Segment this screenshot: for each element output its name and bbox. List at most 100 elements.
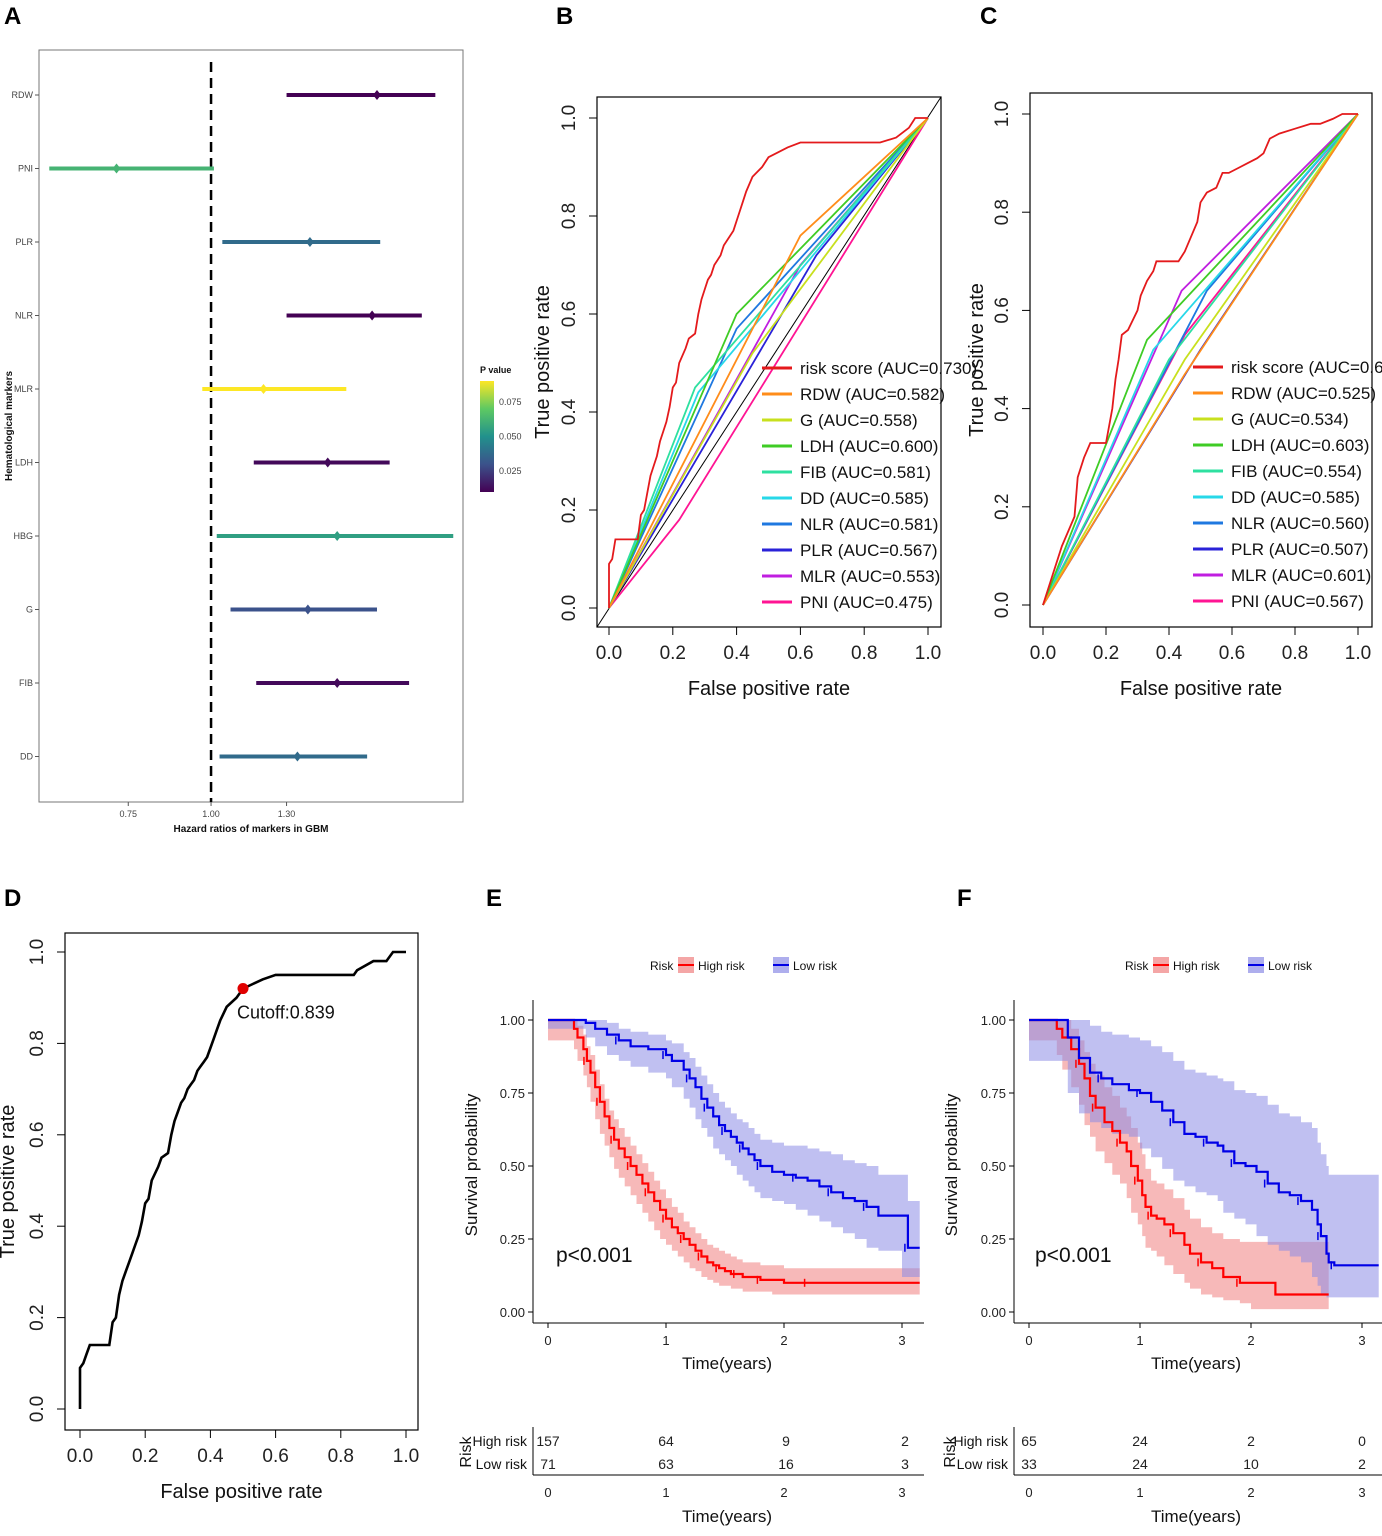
x-tick-label: 0.4 (1156, 643, 1183, 664)
legend-entry: risk score (AUC=0.696) (1231, 358, 1382, 377)
confidence-band-low-risk (1029, 1020, 1379, 1298)
risk-table-title: Risk (458, 1435, 475, 1467)
x-tick-label: 0.2 (660, 643, 686, 664)
risk-table-x-tick: 0 (544, 1485, 551, 1500)
x-tick-label: 0.4 (723, 643, 750, 664)
legend-entry: PLR (AUC=0.567) (800, 541, 937, 560)
at-risk-count: 63 (658, 1456, 674, 1472)
marker-label-rdw: RDW (12, 90, 34, 100)
panel-c-roc: 0.0 0.0 0.2 0.2 0.4 0.4 0.6 0.6 0.8 0.8 1.0 1.0 Fals… (966, 92, 1382, 700)
legend-item-high-risk: High risk (1173, 959, 1221, 973)
panel-label-a: A (4, 3, 21, 30)
y-axis-title: Survival probability (462, 1093, 481, 1236)
legend-entry: PLR (AUC=0.507) (1231, 540, 1368, 559)
panel-d-roc: 0.0 0.0 0.2 0.2 0.4 0.4 0.6 0.6 0.8 0.8 1.0 1.0 Fals… (0, 932, 419, 1503)
at-risk-count: 3 (901, 1456, 909, 1472)
marker-label-nlr: NLR (15, 311, 34, 321)
risk-table-x-title: Time(years) (1151, 1507, 1241, 1526)
hr-point-nlr (368, 310, 377, 321)
risk-table-row-label: High risk (954, 1433, 1009, 1449)
y-tick-label: 0.4 (27, 1213, 48, 1240)
colorbar (480, 381, 494, 492)
panel-label-f: F (957, 885, 972, 912)
x-tick-label: 0 (544, 1333, 551, 1348)
legend-entry: PNI (AUC=0.475) (800, 593, 933, 612)
panel-label-b: B (556, 3, 573, 30)
at-risk-count: 2 (1247, 1433, 1255, 1449)
legend-entry: MLR (AUC=0.553) (800, 567, 940, 586)
x-tick-label: 0.8 (1282, 643, 1308, 664)
marker-label-ldh: LDH (15, 458, 33, 468)
cutoff-annotation: Cutoff:0.839 (237, 1003, 335, 1023)
risk-table-x-title: Time(years) (682, 1507, 772, 1526)
at-risk-count: 10 (1243, 1456, 1259, 1472)
colorbar-tick-label: 0.025 (499, 466, 522, 476)
roc-curve-pni (608, 117, 929, 609)
x-axis-title: False positive rate (160, 1481, 322, 1503)
y-tick-label: 0.75 (981, 1086, 1006, 1101)
roc-curve-ldh (1042, 113, 1359, 606)
x-tick-label: 0.8 (851, 643, 877, 664)
forest-plot-frame (38, 49, 464, 803)
risk-table-x-tick: 0 (1025, 1485, 1032, 1500)
legend-entry: DD (AUC=0.585) (1231, 488, 1360, 507)
x-tick-label: 3 (898, 1333, 905, 1348)
legend-entry: FIB (AUC=0.554) (1231, 462, 1362, 481)
y-tick-label: 0.8 (559, 203, 580, 229)
at-risk-count: 9 (782, 1433, 790, 1449)
legend-entry: G (AUC=0.558) (800, 411, 918, 430)
survival-curve-high-risk (1029, 1018, 1329, 1296)
at-risk-count: 71 (540, 1456, 556, 1472)
at-risk-count: 24 (1132, 1456, 1148, 1472)
legend-entry: LDH (AUC=0.600) (800, 437, 938, 456)
at-risk-count: 2 (901, 1433, 909, 1449)
panel-e-survival: Risk High risk Low risk0.000.250.500.751.0… (458, 957, 924, 1526)
y-tick-label: 0.8 (992, 199, 1013, 225)
legend-entry: NLR (AUC=0.560) (1231, 514, 1369, 533)
y-tick-label: 1.0 (27, 939, 48, 965)
x-tick-label: 1.0 (915, 643, 941, 664)
legend-item-low-risk: Low risk (1268, 959, 1313, 973)
plot-frame (596, 96, 942, 628)
y-tick-label: 1.00 (500, 1013, 525, 1028)
legend-entry: G (AUC=0.534) (1231, 410, 1349, 429)
legend-title: Risk (650, 959, 674, 973)
plot-frame (64, 932, 419, 1431)
y-tick-label: 0.0 (27, 1396, 48, 1422)
legend-item-low-risk: Low risk (793, 959, 838, 973)
roc-curve-g (608, 117, 929, 609)
hr-point-rdw (372, 90, 381, 100)
legend-entry: RDW (AUC=0.525) (1231, 384, 1376, 403)
x-tick-label: 2 (1247, 1333, 1254, 1348)
at-risk-count: 65 (1021, 1433, 1037, 1449)
x-tick-label: 0 (1025, 1333, 1032, 1348)
y-tick-label: 0.0 (992, 592, 1013, 618)
colorbar-title: P value (480, 365, 511, 375)
x-axis-title: Time(years) (1151, 1354, 1241, 1373)
roc-curve-risk-score (78, 950, 406, 1409)
legend-entry: PNI (AUC=0.567) (1231, 592, 1364, 611)
at-risk-count: 33 (1021, 1456, 1037, 1472)
y-tick-label: 0.6 (27, 1122, 48, 1148)
marker-label-plr: PLR (15, 237, 33, 247)
roc-curve-g (1042, 113, 1359, 606)
x-tick-label: 0.6 (787, 643, 813, 664)
y-tick-label: 0.50 (500, 1159, 525, 1174)
risk-table-x-tick: 1 (662, 1485, 669, 1500)
x-tick-label: 1.0 (393, 1446, 419, 1467)
roc-curve-rdw (1042, 113, 1359, 606)
at-risk-count: 0 (1358, 1433, 1366, 1449)
legend-entry: NLR (AUC=0.581) (800, 515, 938, 534)
x-tick-label: 0.0 (1030, 643, 1056, 664)
x-tick-label: 1 (662, 1333, 669, 1348)
risk-table-row-label: Low risk (957, 1456, 1009, 1472)
risk-table-x-tick: 3 (898, 1485, 905, 1500)
hr-point-pni (112, 163, 121, 174)
marker-label-hbg: HBG (13, 531, 33, 541)
x-tick-label: 2 (780, 1333, 787, 1348)
roc-curve-fib (1042, 113, 1359, 606)
roc-curve-risk-score (608, 117, 928, 608)
colorbar-tick-label: 0.050 (499, 432, 522, 442)
marker-label-mlr: MLR (14, 384, 34, 394)
panel-label-c: C (980, 3, 997, 30)
